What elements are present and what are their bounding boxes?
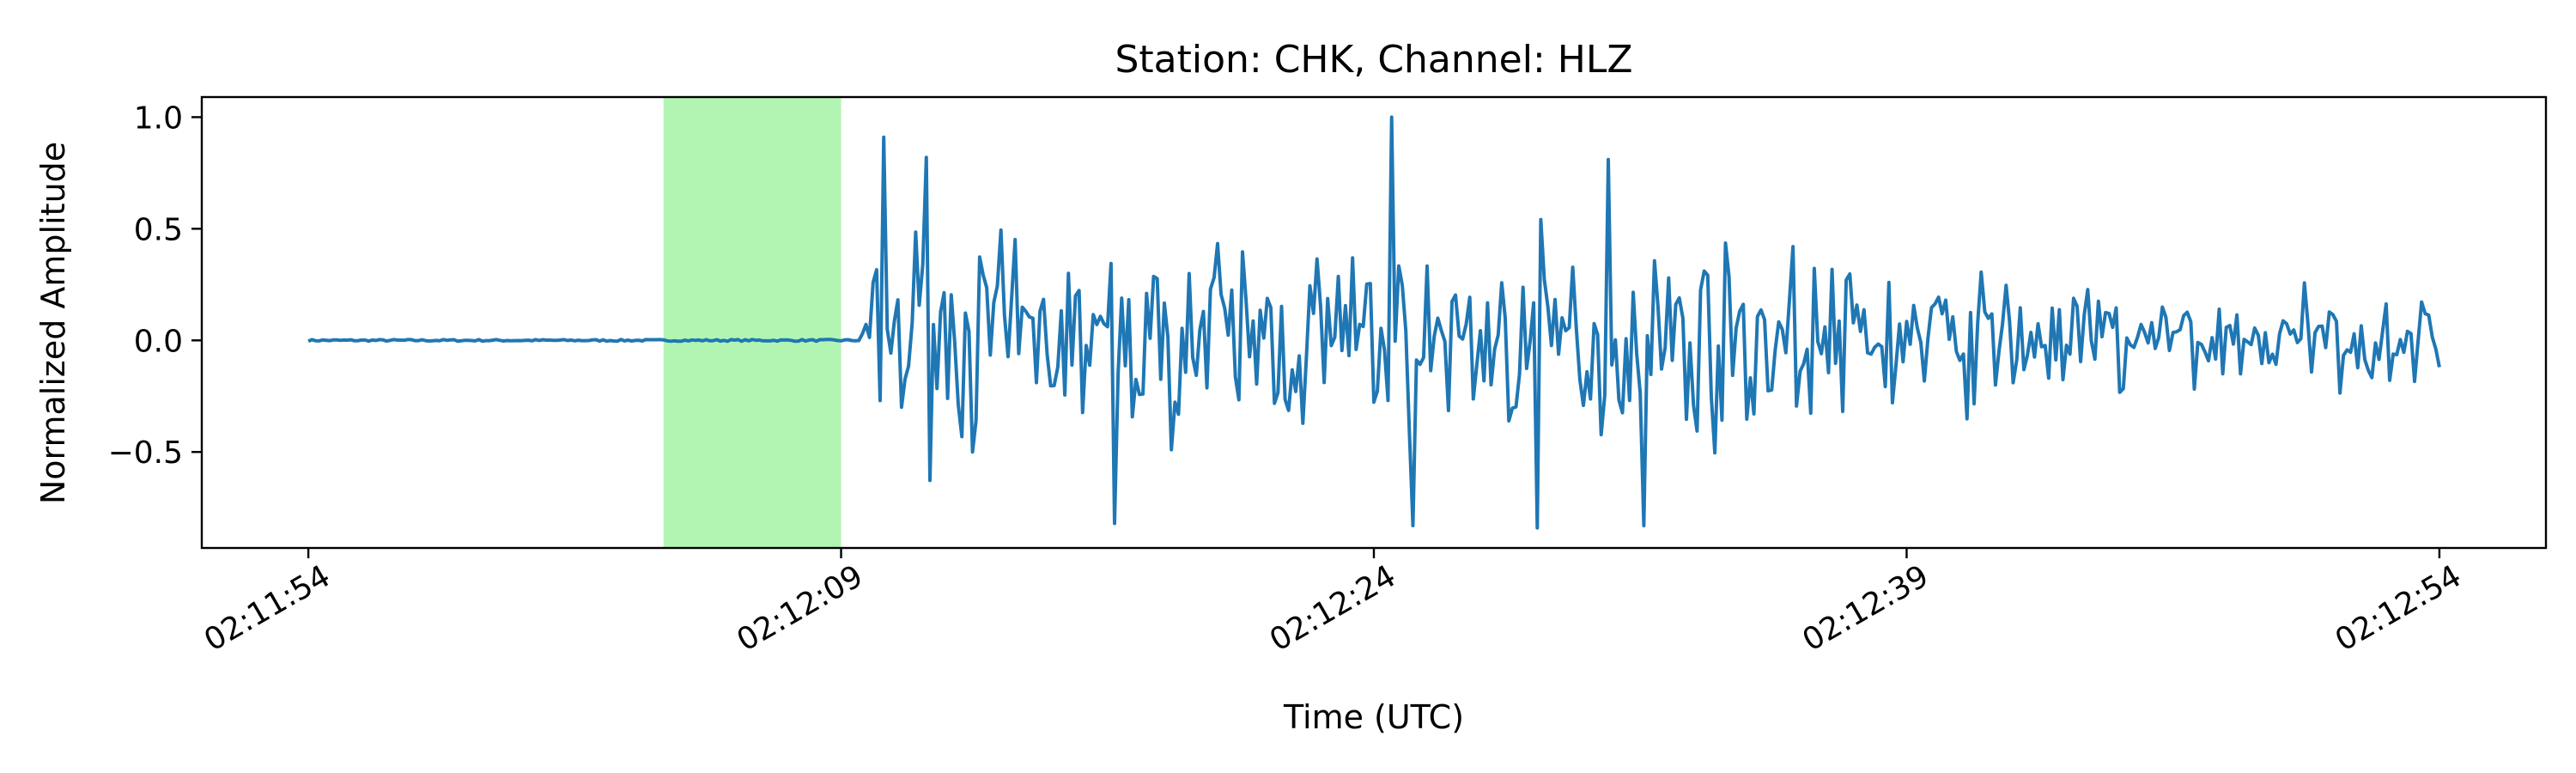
waveform-line <box>307 115 2441 530</box>
x-axis-label: Time (UTC) <box>1283 698 1464 736</box>
y-tick-label: 0.0 <box>134 324 183 359</box>
highlight-window <box>663 97 841 548</box>
y-tick-label: 1.0 <box>134 100 183 136</box>
y-tick-label: 0.5 <box>134 212 183 247</box>
y-axis-label: Normalized Amplitude <box>34 142 72 504</box>
y-tick-label: −0.5 <box>108 435 183 471</box>
chart-title: Station: CHK, Channel: HLZ <box>1115 38 1632 82</box>
